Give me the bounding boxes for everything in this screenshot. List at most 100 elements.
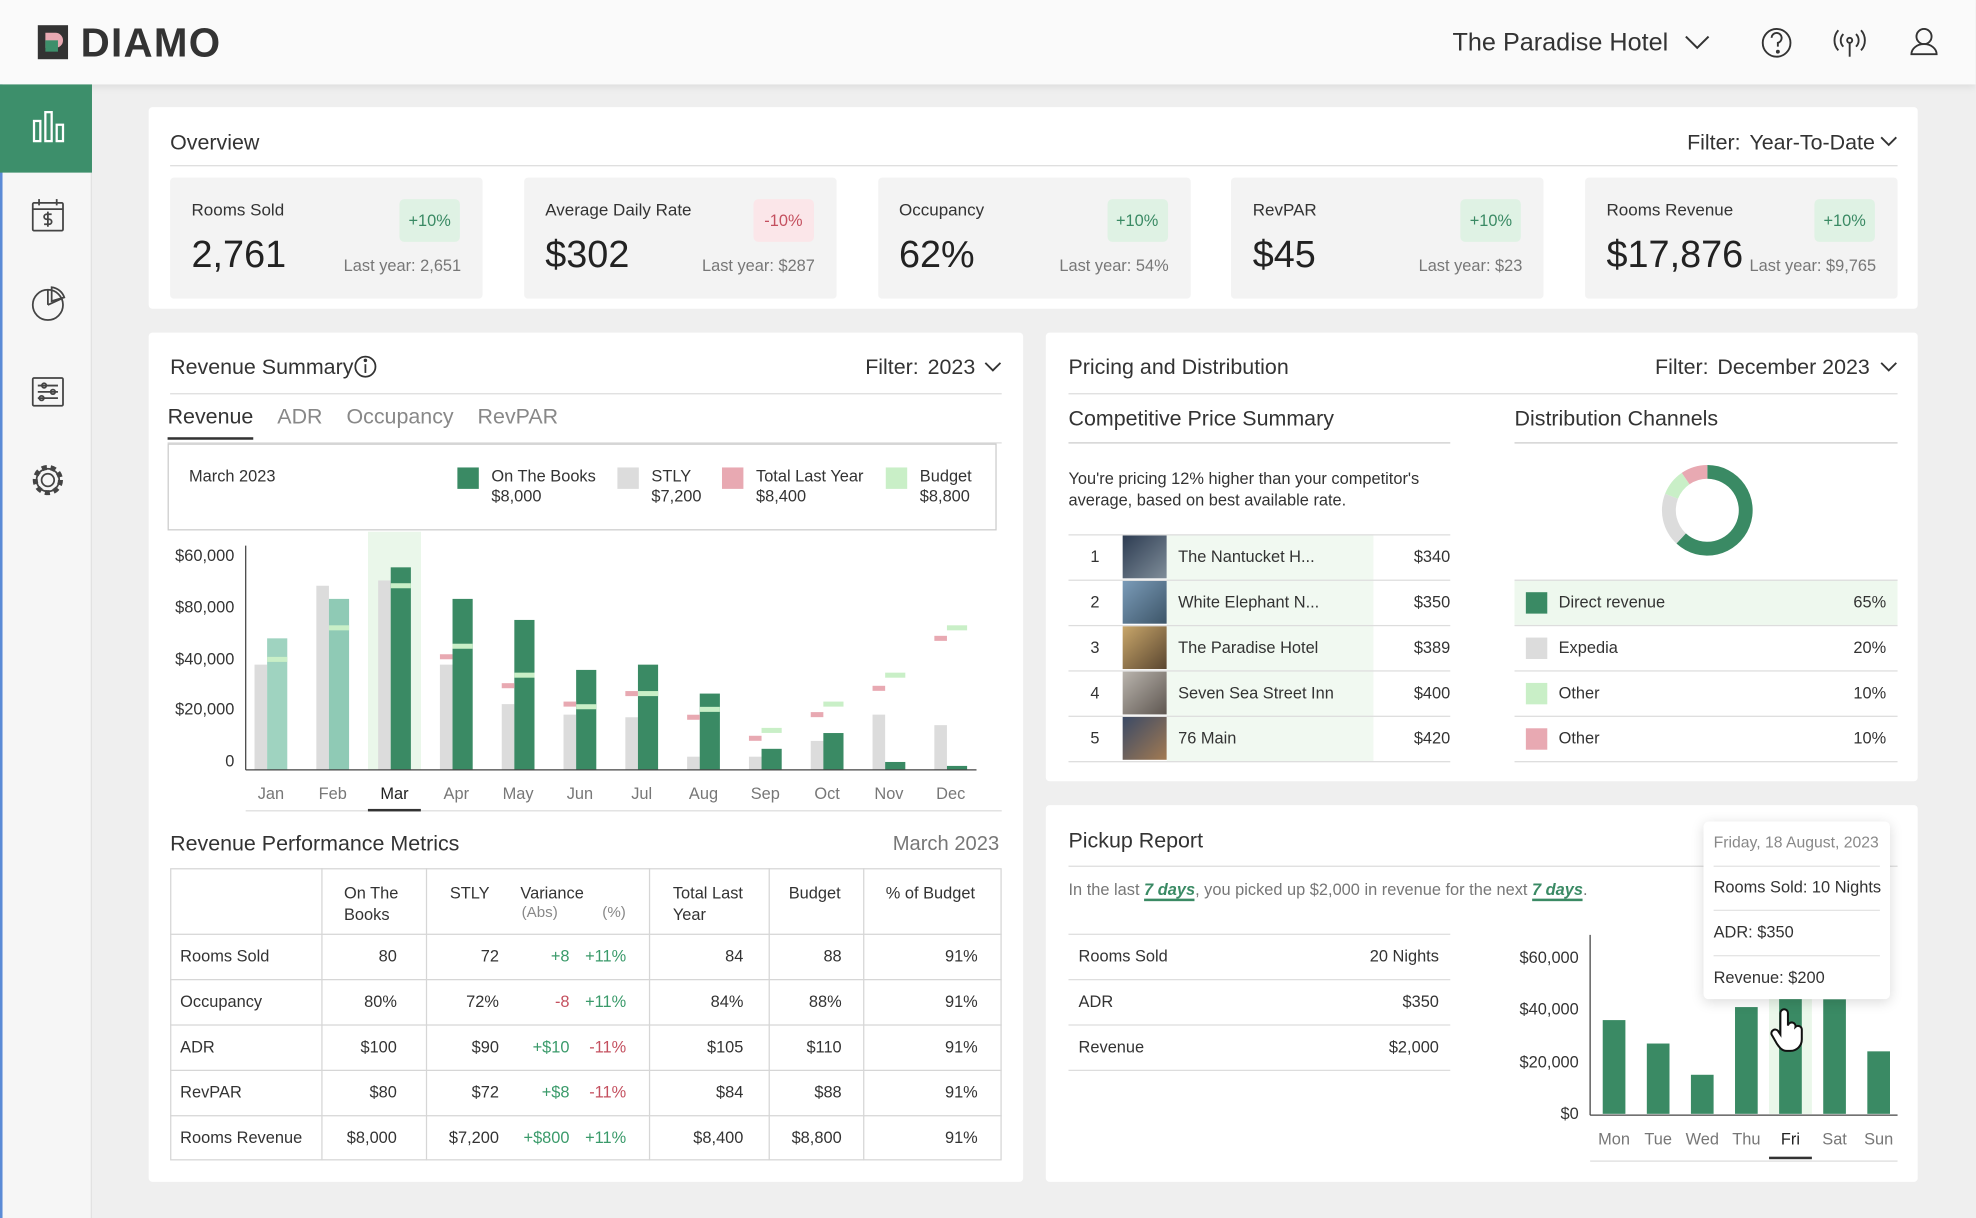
table-cell: +11% <box>585 991 627 1011</box>
hotel-name: The Nantucket H... <box>1178 547 1315 566</box>
table-header: Variance <box>520 883 584 903</box>
divider <box>1068 1069 1451 1071</box>
filter[interactable]: Filter: December 2023 <box>1655 355 1870 381</box>
table-cell: +$8 <box>541 1082 570 1102</box>
table-cell: 80% <box>364 991 397 1011</box>
stat-label: Revenue <box>1078 1037 1145 1057</box>
hotel-selector[interactable]: The Paradise Hotel <box>1452 28 1669 57</box>
x-tick-label: Wed <box>1685 1129 1719 1149</box>
divider <box>1514 624 1898 627</box>
divider <box>245 810 1002 812</box>
table-subheader: (Abs) <box>521 903 558 921</box>
stly-bar <box>872 714 886 770</box>
tab[interactable]: RevPAR <box>477 404 559 429</box>
table-cell: $90 <box>471 1037 499 1057</box>
channel-value: 20% <box>1853 637 1887 657</box>
user-icon[interactable] <box>1910 28 1938 56</box>
legend-swatch <box>721 467 744 489</box>
bar <box>1602 1020 1626 1114</box>
table-cell: $84 <box>716 1082 744 1102</box>
nav-reports[interactable] <box>31 286 66 321</box>
tab[interactable]: Revenue <box>167 404 254 441</box>
period-link[interactable]: 7 days <box>1144 879 1196 902</box>
filter-chevron[interactable] <box>1880 362 1897 372</box>
stat-value: $2,000 <box>1388 1037 1439 1057</box>
legend-value: $8,800 <box>919 486 970 506</box>
budget-marker <box>514 672 535 678</box>
y-tick-label: $80,000 <box>175 597 235 617</box>
legend-swatch <box>617 467 639 489</box>
budget-marker <box>576 704 597 710</box>
kpi-change: +10% <box>1823 210 1866 230</box>
section-title: Revenue Performance Metrics <box>170 831 460 856</box>
donut-segment <box>1676 464 1753 556</box>
divider <box>1068 933 1451 935</box>
nav-analytics[interactable] <box>32 111 65 143</box>
table-cell: 84% <box>710 991 744 1011</box>
filter-label: Filter: <box>1655 355 1709 380</box>
divider <box>170 933 1002 935</box>
kpi-last-year: Last year: 54% <box>1059 256 1169 275</box>
donut-segment <box>1665 472 1690 499</box>
hotel-chevron[interactable] <box>1685 35 1710 50</box>
channel-swatch <box>1525 728 1548 750</box>
table-cell: $8,800 <box>791 1127 842 1147</box>
x-tick-label: Feb <box>318 783 347 803</box>
help-icon[interactable] <box>1761 28 1792 58</box>
otb-bar <box>823 733 844 770</box>
otb-bar <box>576 669 597 770</box>
legend-title: March 2023 <box>189 466 276 486</box>
y-tick-label: $20,000 <box>175 699 235 719</box>
kpi-change: -10% <box>764 210 803 230</box>
top-bar <box>0 0 1976 85</box>
filter[interactable]: Filter: Year-To-Date <box>1687 131 1875 157</box>
tab[interactable]: Occupancy <box>346 404 454 429</box>
logo-icon <box>37 25 69 60</box>
divider <box>1068 865 1898 867</box>
row-label: Rooms Revenue <box>180 1127 303 1147</box>
filter-label: Filter: <box>1687 130 1741 155</box>
divider <box>1713 909 1880 911</box>
divider <box>170 1115 1002 1117</box>
stly-bar <box>378 580 391 770</box>
filter-chevron[interactable] <box>984 362 1002 372</box>
signal-icon[interactable] <box>1833 29 1866 57</box>
x-tick-label: Fri <box>1780 1129 1801 1149</box>
tly-marker <box>563 701 577 707</box>
divider <box>167 442 1002 444</box>
period-link[interactable]: 7 days <box>1532 879 1584 902</box>
divider <box>170 165 1898 167</box>
stat-value: 20 Nights <box>1369 946 1439 966</box>
budget-marker <box>637 691 659 697</box>
table-cell: 84 <box>725 946 744 966</box>
table-cell: 91% <box>944 1082 978 1102</box>
tabs: Revenue ADR Occupancy RevPAR <box>167 404 559 441</box>
y-tick-label: $40,000 <box>175 648 235 668</box>
budget-marker <box>885 672 906 678</box>
donut-segment <box>1681 464 1708 485</box>
pickup-sentence: In the last 7 days, you picked up $2,000… <box>1068 879 1588 902</box>
table-col-line <box>321 868 323 1161</box>
filter-chevron[interactable] <box>1880 136 1897 147</box>
legend-value: $8,400 <box>756 486 807 506</box>
kpi-value: 62% <box>899 234 975 276</box>
tab[interactable]: ADR <box>277 404 323 429</box>
table-cell: $110 <box>806 1037 842 1057</box>
kpi-badge <box>1814 199 1875 242</box>
info-icon[interactable] <box>354 355 377 378</box>
logo-text: DIAMO <box>80 19 222 66</box>
table-col-line <box>768 868 770 1161</box>
budget-marker <box>452 643 473 649</box>
tooltip-line: Rooms Sold: 10 Nights <box>1713 877 1882 897</box>
bar <box>1867 1051 1890 1114</box>
filter[interactable]: Filter: 2023 <box>865 355 975 381</box>
nav-calendar[interactable] <box>31 199 64 232</box>
tly-marker <box>872 685 886 691</box>
kpi-value: $17,876 <box>1606 234 1744 276</box>
nav-gear[interactable] <box>32 464 63 496</box>
divider <box>1068 761 1451 763</box>
nav-settings-list[interactable] <box>31 377 64 407</box>
y-tick-label: $60,000 <box>1519 947 1579 967</box>
table-cell: 72% <box>466 991 499 1011</box>
